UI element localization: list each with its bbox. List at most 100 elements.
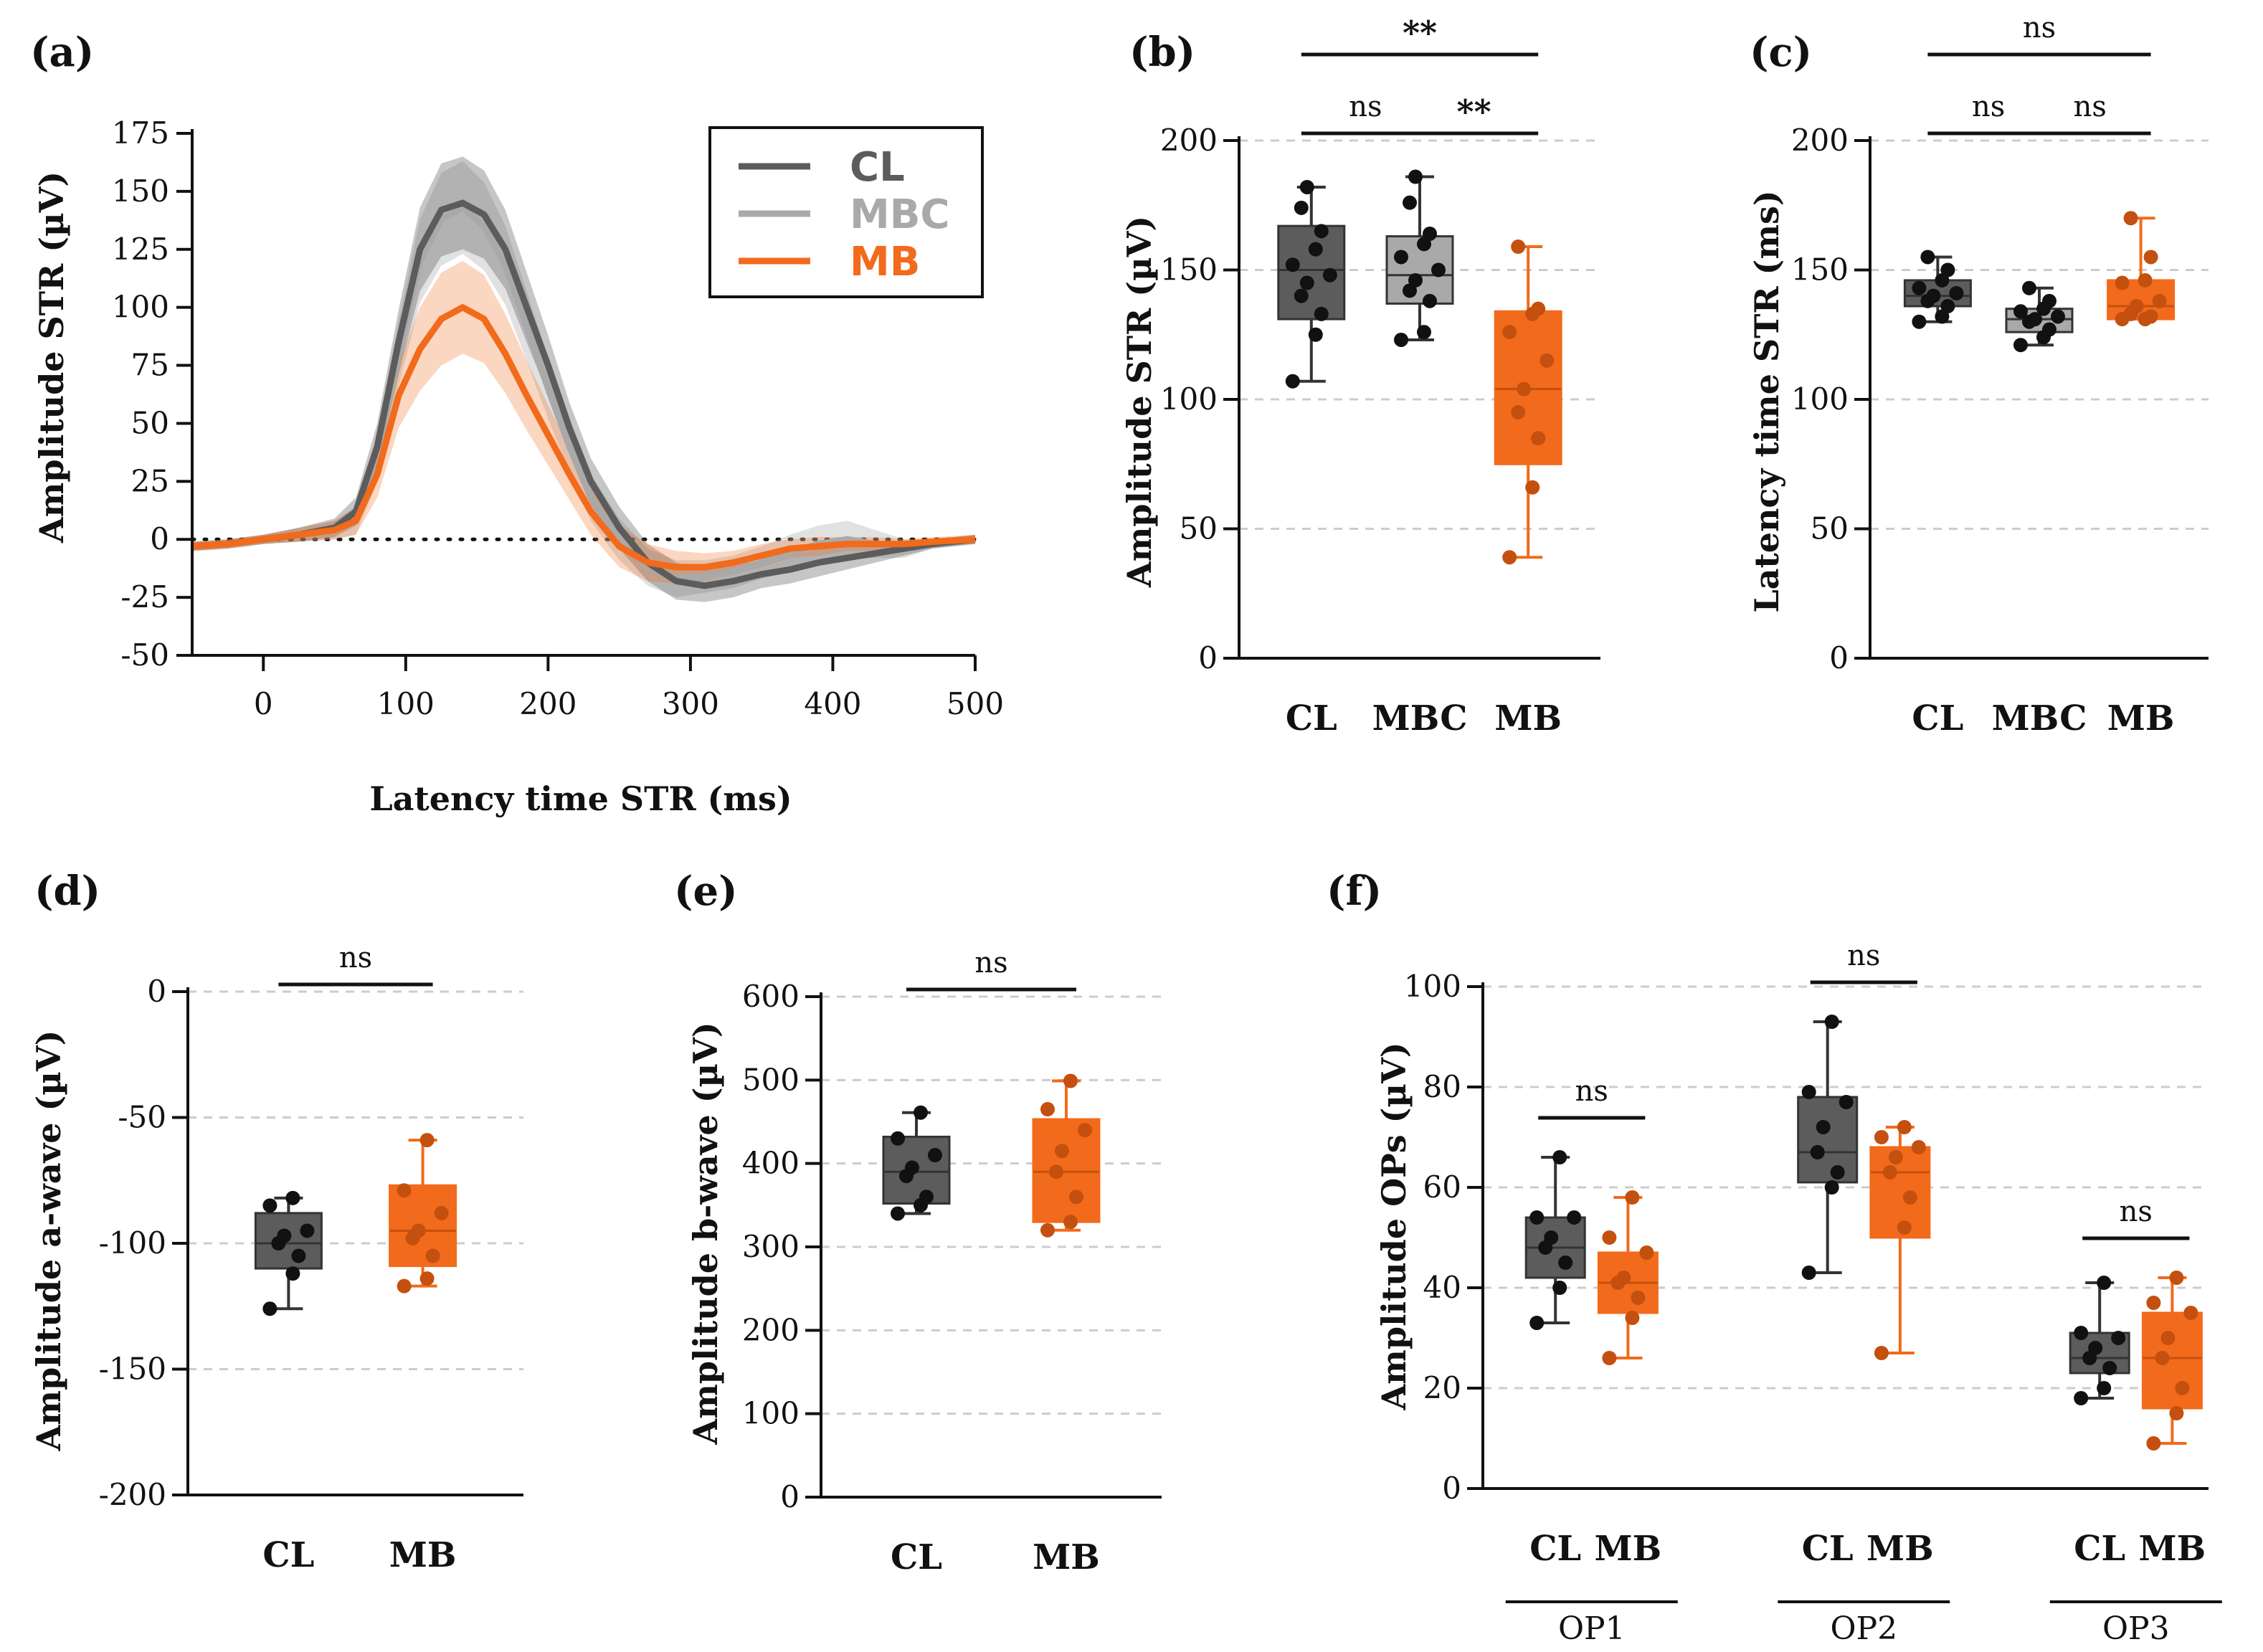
- data-point: [1517, 381, 1532, 397]
- data-point: [2051, 309, 2065, 324]
- x-tick-label: 500: [947, 686, 1004, 721]
- panel-e-plot: 0 100 200 300 400 500 600 CL MB ns: [742, 946, 1162, 1577]
- y-tick-label: 0: [147, 974, 166, 1009]
- y-tick-label: 200: [1791, 123, 1849, 158]
- y-tick-label: -50: [118, 1100, 166, 1135]
- data-point: [2152, 293, 2167, 308]
- y-tick-label: 100: [1404, 969, 1461, 1004]
- series-line-cl: [191, 199, 976, 589]
- data-point: [1816, 1120, 1831, 1134]
- category-label: CL: [1286, 698, 1337, 739]
- data-point: [2097, 1381, 2112, 1395]
- category-label: CL: [891, 1537, 942, 1577]
- data-point: [1063, 1073, 1078, 1088]
- data-point: [1529, 1210, 1545, 1225]
- legend-label-cl: CL: [850, 144, 905, 191]
- data-point: [1403, 195, 1417, 210]
- category-label: CL: [1529, 1529, 1581, 1569]
- y-tick-label: 0: [150, 521, 169, 556]
- data-point: [2129, 299, 2144, 314]
- data-point: [1874, 1130, 1889, 1144]
- y-tick-label: 400: [742, 1146, 800, 1181]
- panel-f: (f) 0 20 40 60 80 100 CL MB CL MB CL MB OP1 OP2 OP3 ns n…: [1327, 868, 2222, 1647]
- y-tick-label: 100: [1791, 381, 1849, 417]
- y-tick-label: 200: [742, 1312, 800, 1347]
- data-point: [1063, 1215, 1078, 1230]
- x-tick-label: 200: [519, 686, 577, 721]
- y-tick-label: 50: [1180, 511, 1218, 546]
- data-point: [1839, 1095, 1854, 1109]
- y-tick-label: 0: [1198, 640, 1218, 675]
- significance-label: ns: [2023, 11, 2056, 44]
- x-tick-label: 300: [662, 686, 719, 721]
- panel-b-plot: 0 50 100 150 200 CL MBC MB ** ns **: [1160, 14, 1600, 739]
- data-point: [1940, 262, 1955, 277]
- data-point: [1511, 405, 1526, 420]
- data-point: [1558, 1255, 1573, 1270]
- y-tick-label: 80: [1423, 1069, 1461, 1104]
- data-point: [1801, 1266, 1816, 1280]
- data-point: [2022, 280, 2036, 295]
- data-point: [1912, 314, 1927, 329]
- data-point: [2169, 1271, 2184, 1285]
- data-point: [1055, 1144, 1069, 1159]
- data-point: [2146, 1436, 2161, 1451]
- data-point: [2013, 338, 2028, 353]
- data-point: [1285, 374, 1300, 389]
- panel-a-xlabel: Latency time STR (ms): [369, 779, 792, 818]
- y-tick-label: 150: [1791, 252, 1849, 288]
- panel-a: (a) -50 -25 0 25 50 75 100 125 150 175 0 100 200 300 4…: [30, 29, 1004, 818]
- data-point: [1299, 275, 1314, 290]
- category-label: MB: [1494, 698, 1562, 739]
- data-point: [434, 1205, 449, 1220]
- data-point: [891, 1131, 905, 1146]
- significance-label: ns: [2120, 1195, 2153, 1228]
- y-tick-label: 0: [1829, 640, 1849, 675]
- legend-label-mbc: MBC: [850, 191, 950, 238]
- data-point: [1602, 1230, 1617, 1245]
- category-label: CL: [1802, 1529, 1854, 1569]
- box-mb: [2141, 1311, 2203, 1410]
- category-label: MB: [1033, 1537, 1100, 1577]
- data-point: [1408, 272, 1423, 288]
- data-point: [1299, 179, 1314, 194]
- data-point: [1529, 1316, 1545, 1330]
- data-point: [2028, 312, 2042, 327]
- panel-a-label: (a): [30, 29, 94, 76]
- data-point: [905, 1160, 919, 1175]
- y-tick-label: 0: [1442, 1471, 1461, 1506]
- data-point: [285, 1266, 300, 1281]
- y-tick-label: 500: [742, 1062, 800, 1097]
- data-point: [1417, 325, 1431, 340]
- data-point: [928, 1148, 942, 1163]
- panel-e-label: (e): [674, 868, 738, 915]
- panel-f-label: (f): [1327, 868, 1382, 915]
- data-point: [2042, 293, 2056, 308]
- panel-a-legend: CL MBC MB: [708, 126, 984, 298]
- data-point: [1625, 1190, 1640, 1205]
- y-tick-label: 300: [742, 1229, 800, 1264]
- data-point: [1502, 550, 1517, 565]
- x-tick-label: 400: [804, 686, 861, 721]
- y-tick-label: 100: [1160, 381, 1218, 417]
- panel-e-ylabel: Amplitude b-wave (µV): [686, 1022, 725, 1445]
- y-tick-label: 0: [780, 1479, 800, 1514]
- significance-label: ns: [2074, 90, 2107, 123]
- y-tick-label: 150: [112, 174, 169, 209]
- data-point: [1897, 1220, 1912, 1235]
- panel-c-ylabel: Latency time STR (ms): [1747, 190, 1786, 612]
- data-point: [1040, 1102, 1055, 1117]
- data-point: [262, 1301, 277, 1316]
- panel-b: (b) 0 50 100 150 200 CL MBC MB ** ns ** Amplitude …: [1120, 14, 1600, 739]
- data-point: [419, 1133, 435, 1148]
- group-label: OP2: [1830, 1610, 1897, 1647]
- significance-label: **: [1403, 14, 1437, 52]
- data-point: [2143, 309, 2158, 324]
- box-cl: [1797, 1096, 1859, 1184]
- y-tick-label: -25: [120, 579, 169, 614]
- data-point: [397, 1278, 412, 1293]
- category-label: MB: [389, 1535, 457, 1575]
- data-point: [1314, 306, 1329, 321]
- data-point: [2074, 1391, 2089, 1405]
- data-point: [1314, 224, 1329, 239]
